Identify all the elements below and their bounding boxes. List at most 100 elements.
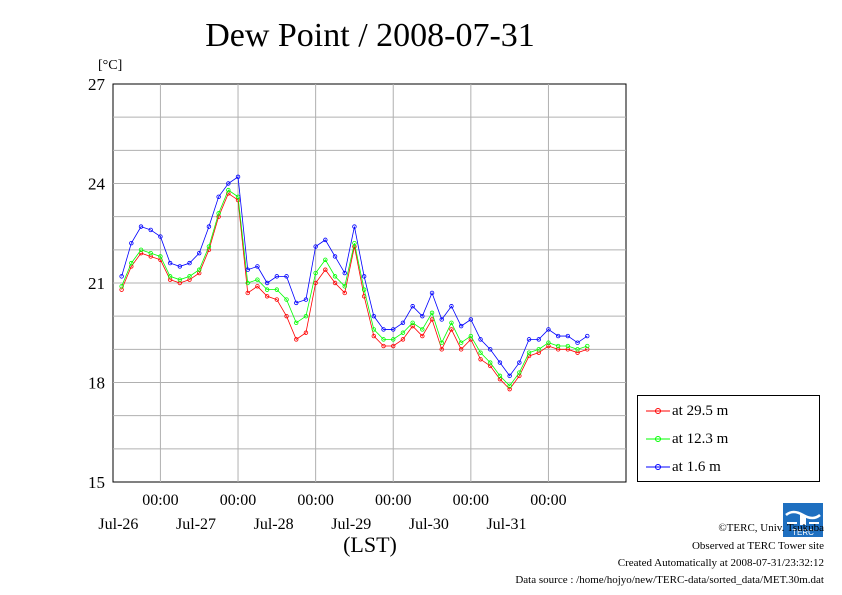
data-point bbox=[167, 274, 173, 279]
data-point bbox=[507, 373, 512, 379]
legend-item-12-3m: at 12.3 m bbox=[646, 427, 816, 451]
svg-text:TERC: TERC bbox=[792, 528, 814, 537]
data-point bbox=[449, 304, 454, 309]
grid-lines bbox=[113, 84, 626, 482]
data-point bbox=[342, 270, 347, 276]
data-point bbox=[555, 343, 561, 349]
x-tick-date-label: Jul-31 bbox=[486, 516, 526, 533]
data-point bbox=[585, 333, 590, 339]
data-point bbox=[439, 317, 444, 322]
legend: at 29.5 m at 12.3 m at 1.6 m bbox=[637, 395, 820, 482]
x-tick-time-label: 00:00 bbox=[453, 492, 489, 509]
data-point bbox=[255, 264, 260, 269]
data-point bbox=[138, 247, 144, 253]
data-point bbox=[517, 360, 522, 365]
data-point bbox=[138, 224, 144, 229]
data-point bbox=[294, 337, 299, 342]
data-point bbox=[429, 310, 435, 316]
data-point bbox=[284, 313, 289, 319]
data-point bbox=[274, 297, 280, 302]
data-point bbox=[294, 320, 299, 325]
data-point bbox=[381, 337, 386, 342]
data-point bbox=[255, 284, 260, 289]
terc-logo: TERC bbox=[783, 503, 823, 537]
data-point bbox=[497, 360, 503, 365]
data-point bbox=[429, 290, 435, 296]
data-point bbox=[226, 187, 231, 193]
data-point bbox=[439, 347, 444, 352]
data-point bbox=[420, 313, 425, 319]
x-tick-date-label: Jul-27 bbox=[176, 516, 216, 533]
data-point bbox=[497, 373, 503, 379]
data-point bbox=[410, 320, 415, 325]
data-point bbox=[235, 174, 241, 180]
data-point bbox=[507, 383, 512, 389]
data-point bbox=[148, 250, 153, 256]
data-point bbox=[177, 277, 183, 282]
data-point bbox=[478, 357, 483, 362]
footer-copyright: ©TERC, Univ. Tsukuba bbox=[718, 522, 824, 534]
data-point bbox=[458, 347, 464, 352]
data-point bbox=[119, 284, 124, 289]
data-point bbox=[284, 274, 289, 279]
data-point bbox=[555, 333, 561, 339]
data-point bbox=[323, 257, 328, 262]
legend-label: at 1.6 m bbox=[672, 459, 721, 475]
data-point bbox=[245, 280, 250, 286]
data-point bbox=[264, 280, 270, 286]
data-point bbox=[216, 211, 221, 216]
data-point bbox=[187, 274, 192, 279]
data-point bbox=[187, 260, 192, 266]
data-point bbox=[391, 337, 396, 342]
data-point bbox=[352, 240, 357, 246]
series-2 bbox=[119, 174, 590, 379]
data-point bbox=[546, 327, 551, 332]
data-point bbox=[216, 194, 221, 199]
data-point bbox=[536, 337, 541, 342]
data-point bbox=[352, 224, 357, 229]
data-point bbox=[565, 333, 571, 339]
data-point bbox=[468, 317, 474, 322]
data-point bbox=[420, 327, 425, 332]
data-point bbox=[478, 337, 483, 342]
data-point bbox=[226, 181, 231, 186]
footer-source: Data source : /home/hojyo/new/TERC-data/… bbox=[515, 574, 824, 586]
data-point bbox=[129, 240, 134, 246]
data-point bbox=[313, 270, 318, 276]
legend-swatch-blue bbox=[646, 464, 670, 470]
series-line bbox=[121, 176, 588, 377]
x-tick-date-label: Jul-26 bbox=[98, 516, 138, 533]
data-point bbox=[526, 350, 532, 355]
x-axis-label: (LST) bbox=[343, 532, 397, 557]
data-point bbox=[361, 274, 367, 279]
x-tick-time-label: 00:00 bbox=[375, 492, 411, 509]
data-point bbox=[536, 347, 541, 352]
chart-title: Dew Point / 2008-07-31 bbox=[205, 17, 535, 54]
data-point bbox=[468, 333, 474, 339]
data-point bbox=[371, 313, 377, 319]
data-point bbox=[361, 287, 367, 292]
data-point bbox=[391, 327, 396, 332]
data-point bbox=[332, 274, 338, 279]
data-point bbox=[342, 290, 347, 296]
data-point bbox=[478, 350, 483, 355]
legend-swatch-green bbox=[646, 436, 670, 442]
series-line bbox=[121, 189, 588, 387]
y-axis-ticks: 15 18 21 24 27 bbox=[88, 75, 106, 492]
data-point bbox=[177, 264, 183, 269]
data-point bbox=[332, 280, 338, 286]
y-tick-label: 18 bbox=[88, 374, 105, 393]
x-tick-date-label: Jul-30 bbox=[409, 516, 449, 533]
legend-swatch-red bbox=[646, 408, 670, 414]
legend-label: at 12.3 m bbox=[672, 431, 729, 447]
x-tick-date-label: Jul-28 bbox=[254, 516, 294, 533]
data-point bbox=[575, 340, 580, 345]
data-point bbox=[565, 343, 571, 349]
y-tick-label: 15 bbox=[88, 473, 105, 492]
data-point bbox=[449, 320, 454, 325]
data-point bbox=[371, 327, 377, 332]
data-point bbox=[332, 254, 338, 259]
data-point bbox=[313, 244, 318, 249]
data-point bbox=[488, 360, 493, 365]
